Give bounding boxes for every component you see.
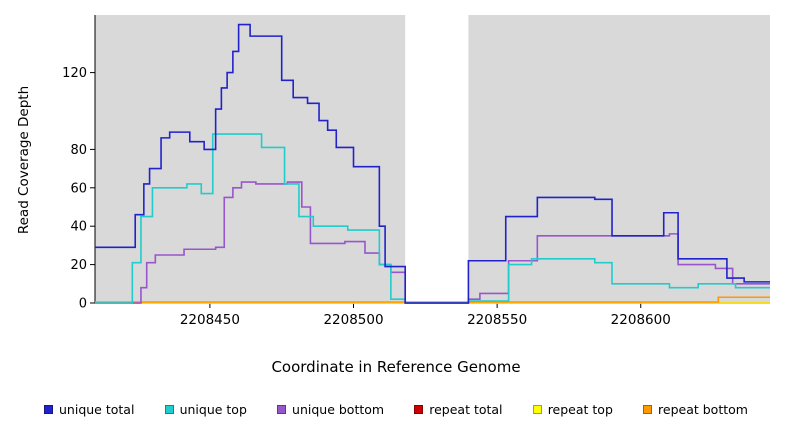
legend-item-repeat-total: repeat total [414,402,503,417]
series-line-repeat-bottom [95,296,770,303]
legend-swatch-repeat-total [414,405,424,414]
legend-swatch-repeat-top [532,405,542,414]
legend-label-repeat-bottom: repeat bottom [658,402,748,417]
legend-label-repeat-total: repeat total [429,402,503,417]
legend-item-repeat-bottom: repeat bottom [643,402,748,417]
x-tick-label: 2208500 [323,312,383,328]
legend: unique total unique top unique bottom repea… [0,402,792,417]
legend-item-repeat-top: repeat top [532,402,613,417]
x-axis-label: Coordinate in Reference Genome [271,358,521,376]
legend-swatch-unique-bottom [277,405,287,414]
legend-item-unique-total: unique total [44,402,134,417]
series-line-unique-total [95,23,770,304]
legend-label-repeat-top: repeat top [547,402,613,417]
x-tick-label: 2208600 [611,312,671,328]
y-tick-label: 80 [70,143,87,158]
legend-label-unique-top: unique top [179,402,247,417]
y-tick-label: 0 [79,297,87,312]
legend-swatch-unique-top [164,405,174,414]
legend-item-unique-top: unique top [164,402,247,417]
y-tick-label: 120 [62,66,87,81]
legend-label-unique-bottom: unique bottom [292,402,385,417]
y-tick-label: 60 [70,181,87,196]
y-tick-label: 20 [70,258,87,273]
x-tick-label: 2208450 [180,312,240,328]
series-line-unique-top [95,133,770,304]
legend-swatch-repeat-bottom [643,405,653,414]
x-tick-label: 2208550 [467,312,527,328]
y-axis-label: Read Coverage Depth [16,85,32,235]
y-tick-label: 40 [70,220,87,235]
legend-swatch-unique-total [44,405,53,414]
no-coverage-gap [405,15,469,303]
legend-label-unique-total: unique total [59,402,135,417]
legend-item-unique-bottom: unique bottom [277,402,384,417]
coverage-plot: 0 20 40 60 80 120 2208450 2208500 2208550 2208600 [62,15,770,328]
coverage-chart-svg: 0 20 40 60 80 120 2208450 2208500 2208550 2208600 [62,15,770,328]
series-line-unique-bottom [95,181,770,304]
